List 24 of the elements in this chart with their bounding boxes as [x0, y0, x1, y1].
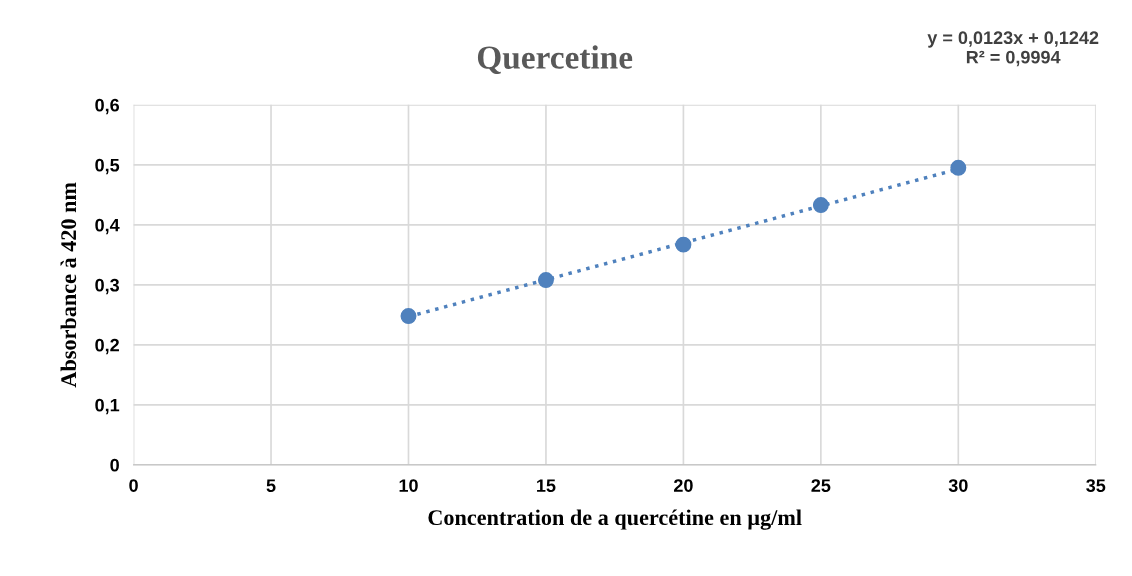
y-tick-label: 0,6 [95, 98, 120, 115]
x-tick-label: 35 [1086, 479, 1106, 493]
y-axis-title: Absorbance à 420 nm [60, 182, 77, 388]
x-tick-label: 25 [811, 479, 831, 492]
point [812, 197, 829, 214]
x-tick-label: 10 [399, 479, 418, 492]
y-tick-label: 0,2 [95, 338, 119, 355]
point [537, 272, 554, 289]
y-tick-label: 0,4 [95, 218, 120, 235]
x-tick-label: 5 [266, 479, 276, 492]
point [950, 159, 967, 176]
y-tick-label: 0,5 [95, 158, 120, 175]
y-tick-label: 0,1 [95, 398, 120, 415]
text: y = 0,0123x + 0,1242 R² = 0,9994 [927, 31, 1099, 67]
chart-title: Quercetine [477, 45, 633, 74]
y-tick-label: 0,3 [95, 278, 120, 295]
x-tick-label: 15 [537, 479, 556, 492]
point [675, 236, 692, 253]
x-tick-label: 0 [129, 479, 138, 492]
point [400, 308, 417, 325]
x-tick-label: 30 [948, 479, 968, 493]
y-tick-label: 0 [110, 458, 119, 472]
x-tick-label: 20 [673, 479, 693, 492]
x-axis-title: Concentration de a quercétine en µg/ml [428, 509, 802, 530]
